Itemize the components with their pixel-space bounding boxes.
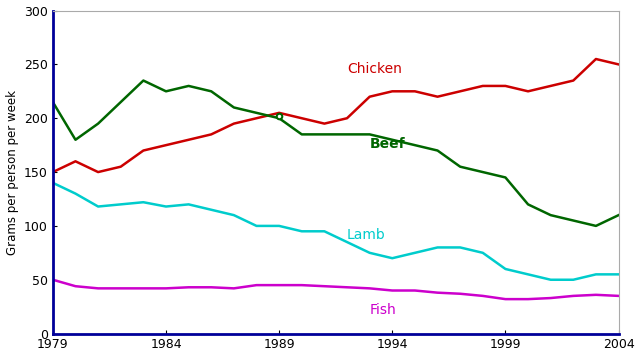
Text: Chicken: Chicken	[347, 62, 402, 76]
Text: Fish: Fish	[370, 303, 396, 317]
Text: Beef: Beef	[370, 137, 405, 151]
Y-axis label: Grams per person per week: Grams per person per week	[6, 90, 19, 255]
Text: Lamb: Lamb	[347, 228, 386, 242]
